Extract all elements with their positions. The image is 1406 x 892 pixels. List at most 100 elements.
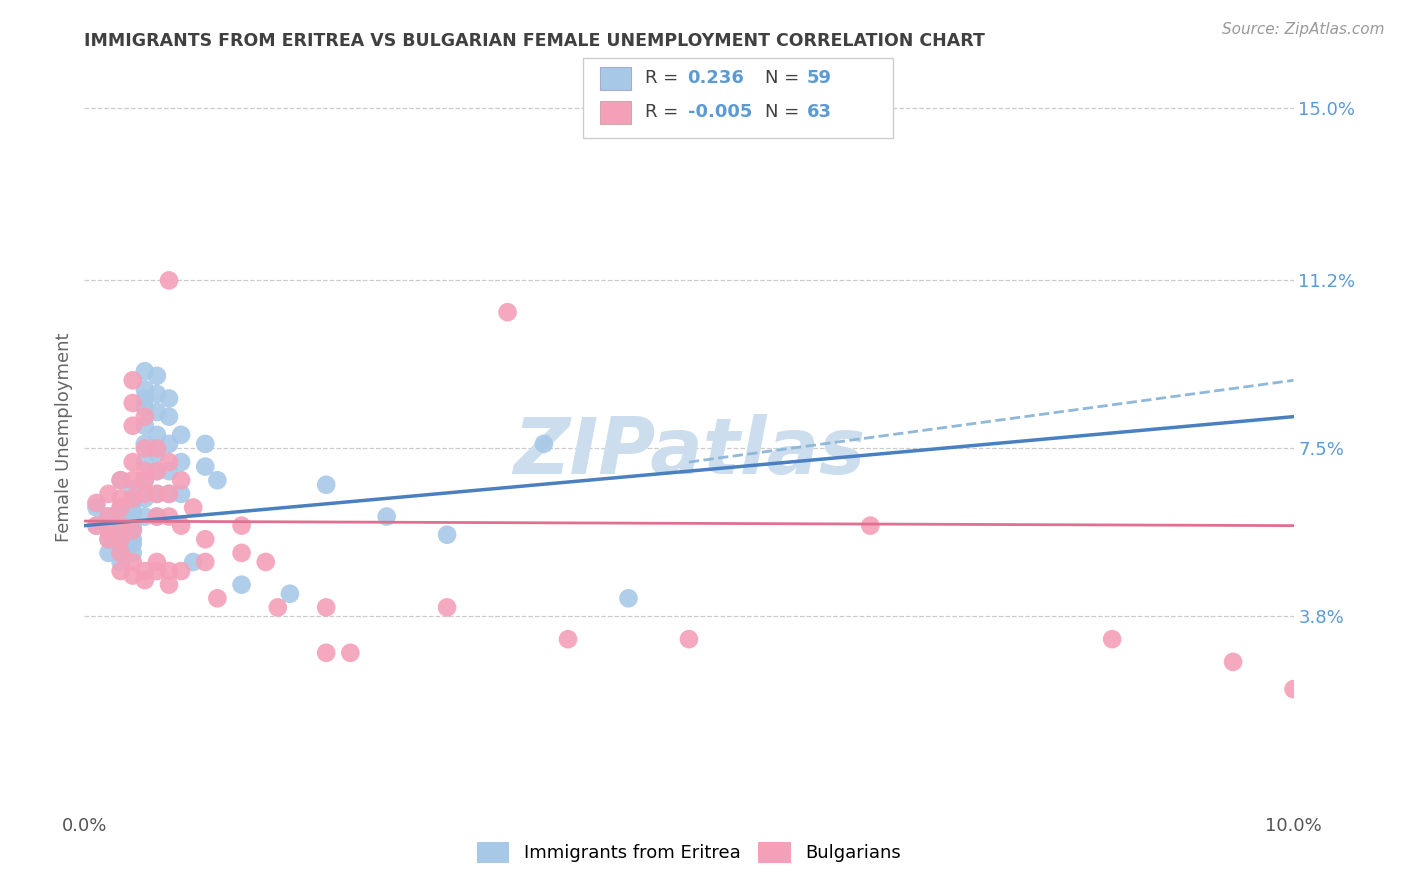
Point [157, 487, 180, 501]
Point [110, 473, 132, 487]
Point [157, 437, 180, 451]
Point [146, 509, 169, 524]
Point [375, 509, 398, 524]
Point [170, 427, 193, 442]
Point [146, 509, 169, 524]
Point [121, 523, 143, 537]
Point [231, 546, 253, 560]
Point [134, 473, 156, 487]
Point [181, 500, 204, 515]
Point [121, 418, 143, 433]
Point [110, 500, 132, 515]
Point [121, 518, 143, 533]
Point [146, 387, 169, 401]
Point [110, 491, 132, 506]
Text: IMMIGRANTS FROM ERITREA VS BULGARIAN FEMALE UNEMPLOYMENT CORRELATION CHART: IMMIGRANTS FROM ERITREA VS BULGARIAN FEM… [84, 32, 986, 50]
Point [121, 523, 143, 537]
Point [157, 392, 180, 406]
Point [134, 442, 156, 456]
Point [496, 305, 519, 319]
Text: N =: N = [765, 70, 799, 87]
Point [121, 533, 143, 547]
Point [134, 437, 156, 451]
Point [97, 533, 120, 547]
Point [134, 392, 156, 406]
Point [121, 568, 143, 582]
Point [157, 487, 180, 501]
Point [170, 473, 193, 487]
Point [181, 555, 204, 569]
Point [121, 555, 143, 569]
Text: ZIPatlas: ZIPatlas [513, 414, 865, 490]
Point [207, 473, 229, 487]
Point [157, 464, 180, 478]
Point [1101, 632, 1123, 647]
Point [194, 555, 217, 569]
Text: R =: R = [645, 70, 679, 87]
Point [86, 496, 108, 510]
Point [533, 437, 555, 451]
Point [194, 533, 217, 547]
Point [315, 646, 337, 660]
Point [110, 537, 132, 551]
Point [146, 564, 169, 578]
Point [86, 518, 108, 533]
Point [157, 455, 180, 469]
Point [110, 533, 132, 547]
Point [97, 509, 120, 524]
Point [170, 455, 193, 469]
Point [146, 427, 169, 442]
Point [134, 401, 156, 415]
Point [121, 537, 143, 551]
Point [134, 464, 156, 478]
Point [110, 500, 132, 515]
Point [134, 418, 156, 433]
Point [121, 546, 143, 560]
Point [436, 600, 458, 615]
Point [557, 632, 579, 647]
Point [134, 409, 156, 424]
Text: 0.236: 0.236 [688, 70, 744, 87]
Point [134, 509, 156, 524]
Point [110, 546, 132, 560]
Point [1282, 682, 1305, 697]
Point [157, 273, 180, 287]
Point [121, 483, 143, 497]
Text: -0.005: -0.005 [688, 103, 752, 121]
Point [315, 477, 337, 491]
Point [146, 442, 169, 456]
Point [121, 514, 143, 528]
Point [157, 564, 180, 578]
Point [170, 518, 193, 533]
Point [134, 383, 156, 397]
Point [134, 487, 156, 501]
Point [1222, 655, 1244, 669]
Point [97, 523, 120, 537]
Point [110, 555, 132, 569]
Point [194, 437, 217, 451]
Point [134, 455, 156, 469]
Point [436, 527, 458, 541]
Text: R =: R = [645, 103, 679, 121]
Point [146, 487, 169, 501]
Text: Source: ZipAtlas.com: Source: ZipAtlas.com [1222, 22, 1385, 37]
Point [315, 600, 337, 615]
Point [97, 523, 120, 537]
Point [170, 487, 193, 501]
Point [146, 464, 169, 478]
Point [121, 505, 143, 519]
Point [121, 396, 143, 410]
Point [678, 632, 700, 647]
Point [157, 577, 180, 591]
Point [134, 364, 156, 378]
Point [339, 646, 361, 660]
Legend: Immigrants from Eritrea, Bulgarians: Immigrants from Eritrea, Bulgarians [470, 835, 908, 870]
Y-axis label: Female Unemployment: Female Unemployment [55, 333, 73, 541]
Point [146, 446, 169, 460]
Point [134, 564, 156, 578]
Point [157, 509, 180, 524]
Point [86, 518, 108, 533]
Point [134, 491, 156, 506]
Point [121, 455, 143, 469]
Point [97, 487, 120, 501]
